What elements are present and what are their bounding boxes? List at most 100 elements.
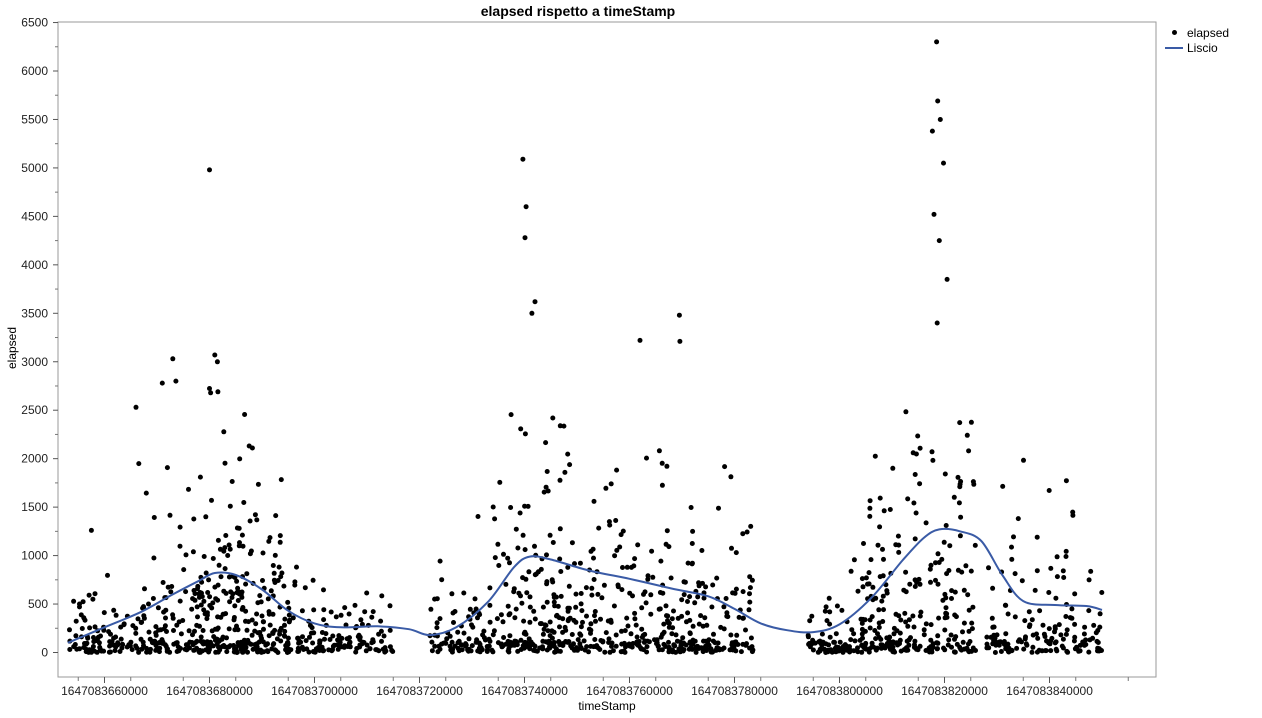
scatter-point [918,609,924,615]
scatter-point [209,605,215,611]
scatter-point [876,607,882,613]
scatter-point [253,621,259,627]
scatter-point [91,635,96,640]
scatter-point [136,649,142,655]
scatter-point [169,584,175,589]
scatter-point [367,646,373,652]
scatter-point [263,642,269,648]
scatter-point [930,457,936,463]
scatter-point [253,642,259,648]
scatter-point [379,593,385,599]
scatter-point [659,482,665,488]
scatter-point [580,619,585,625]
scatter-point [1012,571,1018,577]
scatter-point [571,641,576,647]
scatter-point [991,624,997,630]
scatter-point [192,591,198,597]
scatter-point [620,528,626,534]
scatter-point [661,629,667,635]
legend-item-elapsed: elapsed [1164,25,1229,40]
scatter-point [527,619,533,625]
scatter-point [181,567,187,573]
scatter-point [947,543,953,549]
scatter-point [206,577,212,583]
scatter-point [162,623,168,629]
scatter-point [863,640,869,646]
scatter-point [664,528,670,534]
data-point [944,276,950,282]
scatter-point [333,614,339,620]
scatter-point [321,607,327,613]
scatter-point [1060,636,1066,642]
data-point [935,98,941,104]
scatter-point [519,600,525,606]
scatter-point [903,569,909,575]
scatter-point [565,451,571,457]
scatter-point [321,587,326,593]
scatter-point [522,640,528,646]
scatter-point [903,619,909,625]
scatter-point [543,484,549,490]
scatter-point [670,625,676,631]
scatter-point [1022,636,1028,642]
scatter-point [241,500,247,505]
scatter-point [258,633,264,639]
scatter-point [1093,630,1099,636]
scatter-point [532,643,538,649]
scatter-point [244,627,250,633]
scatter-point [1083,642,1089,647]
scatter-point [573,604,579,610]
x-tick-label-1647083820000: 1647083820000 [901,684,988,698]
scatter-point [369,614,375,620]
scatter-point [594,643,600,649]
scatter-point [998,649,1004,654]
scatter-point [708,649,714,655]
scatter-point [549,635,555,641]
scatter-point [581,638,587,644]
scatter-point [721,604,727,610]
scatter-point [119,641,125,647]
scatter-point [926,645,932,651]
scatter-point [197,474,203,480]
scatter-point [547,644,552,650]
data-point [207,167,212,173]
scatter-point [1086,608,1092,614]
scatter-point [526,636,532,642]
scatter-point [273,513,279,519]
scatter-point [748,635,754,641]
scatter-point [317,646,323,652]
scatter-point [498,642,504,648]
scatter-point [968,419,974,425]
scatter-point [67,627,72,633]
scatter-point [80,599,86,605]
scatter-point [506,649,512,655]
scatter-point [139,646,145,652]
scatter-point [664,463,670,469]
data-point [159,380,165,386]
scatter-point [877,574,883,580]
data-point [934,320,940,326]
scatter-point [827,648,833,654]
y-tick-label-2000: 2000 [21,452,48,466]
scatter-point [583,585,589,591]
scatter-point [675,615,681,621]
scatter-point [130,623,136,629]
x-tick-label-1647083800000: 1647083800000 [796,684,883,698]
scatter-point [533,648,539,654]
scatter-point [352,602,358,608]
scatter-point [261,619,266,625]
scatter-point [434,620,440,626]
scatter-point [906,617,912,623]
scatter-point [1070,509,1076,515]
scatter-point [227,503,233,509]
scatter-point [849,627,855,633]
scatter-point [470,624,476,630]
scatter-point [1053,595,1059,601]
scatter-point [684,619,689,625]
scatter-point [557,526,563,532]
scatter-point [223,533,229,538]
scatter-point [592,613,597,619]
scatter-point [1069,606,1075,612]
scatter-point [507,611,513,617]
scatter-point [543,440,549,446]
